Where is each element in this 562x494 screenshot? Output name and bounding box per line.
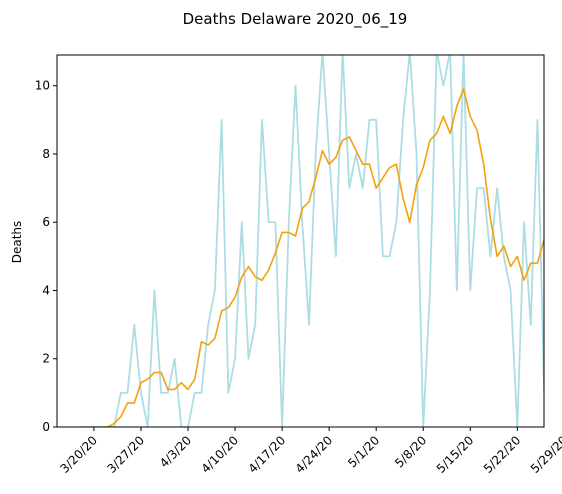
y-tick-label: 0 (42, 420, 50, 434)
x-tick-label: 5/22/20 (481, 433, 524, 476)
x-axis: 3/20/20 3/27/20 4/3/20 4/10/20 4/17/20 4/24/2… (57, 427, 562, 476)
y-tick-label: 10 (35, 79, 50, 93)
x-tick-label: 5/8/20 (392, 433, 429, 470)
y-tick-label: 8 (42, 147, 50, 161)
x-tick-label: 4/24/20 (293, 433, 336, 476)
y-axis: 0 2 4 6 8 10 (35, 79, 57, 434)
average-deaths-line (100, 88, 544, 427)
y-axis-label: Deaths (10, 221, 24, 264)
plot-area: 0 2 4 6 8 10 3/20/20 3/27/20 4/3/20 4/10/20 4/17/… (35, 54, 562, 476)
x-tick-label: 3/20/20 (57, 433, 100, 476)
x-tick-label: 5/1/20 (345, 433, 382, 470)
y-tick-label: 2 (42, 352, 50, 366)
x-tick-label: 4/10/20 (199, 433, 242, 476)
x-tick-label: 5/29/20 (528, 433, 562, 476)
plot-frame (56, 54, 545, 428)
x-tick-label: 3/27/20 (104, 433, 147, 476)
daily-deaths-line (80, 55, 544, 427)
y-tick-label: 6 (42, 215, 50, 229)
x-tick-label: 4/17/20 (246, 433, 289, 476)
x-tick-label: 4/3/20 (157, 433, 194, 470)
series-layer (80, 55, 544, 427)
y-tick-label: 4 (42, 283, 50, 297)
x-tick-label: 5/15/20 (434, 433, 477, 476)
chart-title: Deaths Delaware 2020_06_19 (183, 10, 408, 29)
